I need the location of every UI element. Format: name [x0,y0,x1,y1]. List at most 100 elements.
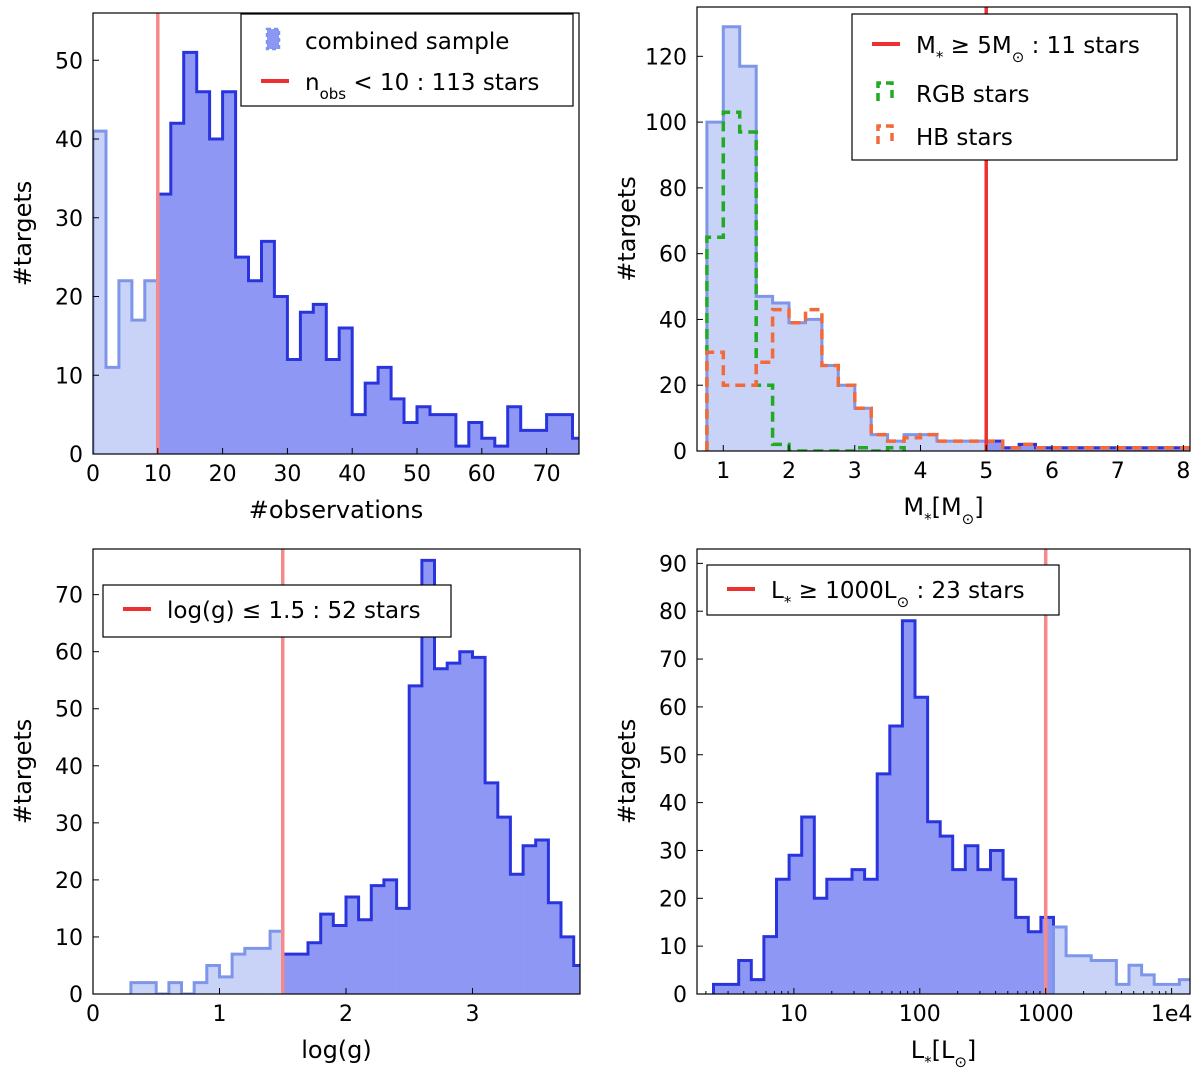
x-axis-label: log(g) [301,1036,372,1064]
legend-box [102,584,452,638]
y-tick-label: 30 [659,839,687,864]
histogram-bar [494,446,509,454]
histogram-bar [706,122,724,451]
histogram-bar [801,817,815,994]
histogram-bar [143,982,157,994]
histogram-bar [468,422,483,454]
histogram-bar [222,91,236,454]
legend-label: combined sample [305,29,509,55]
histogram-bar [821,365,839,451]
histogram-bar [1103,960,1117,994]
histogram-outline-excluded [129,929,285,994]
histogram-bar [977,869,991,994]
histogram-bar [497,817,511,994]
legend-label: nobs < 10 : 113 stars [305,70,539,103]
histogram-bar [383,879,397,994]
histogram-bar [533,430,547,454]
histogram-bar [561,936,574,994]
legend-label-part: ⊙ [897,593,910,611]
histogram-bar [396,908,410,994]
legend-label: L* ≥ 1000L⊙ : 23 stars [771,578,1025,611]
histogram-bar [346,897,359,994]
histogram-bar [257,948,271,994]
x-axis-label-part: * [924,510,932,528]
histogram-bar [772,303,790,451]
histogram-bar [300,312,314,454]
axes-frame [696,548,1191,995]
histogram-bar [723,26,741,451]
histogram-bar [877,773,891,994]
histogram-bar [287,359,301,454]
histogram-bar [157,194,172,454]
y-tick-label: 80 [659,177,687,202]
histogram-bar [421,560,435,994]
x-tick-label: 3 [465,1002,479,1027]
legend-label-part: ≥ 5M [943,33,1011,59]
x-tick-label: 4 [913,459,927,484]
histogram-bar [352,414,366,454]
legend-handle-rgb [876,81,894,101]
plot-area [705,7,1190,451]
y-tick-label: 70 [55,584,83,609]
panel-logg-histogram: 0 1 2 3010203040506070#targetslog(g)log(g) … [9,548,599,1064]
histogram-bar [339,328,353,454]
plot-area [712,549,1200,994]
histogram-bar [442,414,457,454]
histogram-bar [232,954,246,994]
histogram-bar [1150,447,1168,451]
histogram-bar [1015,917,1029,994]
histogram-bar [183,52,198,454]
histogram-bar [990,850,1004,994]
histogram-bar [586,977,599,994]
plot-area [93,13,579,454]
legend-label-part: * [936,48,944,66]
histogram-bar [902,620,916,994]
histogram-bar [417,406,431,454]
legend-box [706,564,1060,616]
histogram-bar [168,982,182,994]
y-tick-label: 20 [659,887,687,912]
legend-label: M* ≥ 5M⊙ : 11 stars [916,33,1140,66]
x-tick-label: 1 [716,459,730,484]
x-tick-label: 8 [1176,459,1190,484]
histogram-bar [969,441,987,451]
histogram-outline-excluded [93,129,160,454]
histogram-bar [889,726,903,994]
histogram-bar [751,979,765,994]
x-axis-label-part: ] [974,493,983,521]
x-tick-label: 10 [780,1002,808,1027]
histogram-bar [1116,984,1130,994]
y-tick-label: 60 [659,243,687,268]
histogram-bar [248,280,262,454]
y-tick-label: 60 [659,696,687,721]
histogram-bar [1154,984,1168,994]
histogram-bar [953,441,971,451]
histogram-outline-excluded [1052,925,1190,994]
x-tick-label: 70 [533,462,561,487]
histogram-bar [1053,927,1067,994]
panel-observations-histogram: 0 10 20 30 40 50 60 70 0 10 20 30 40 50 #targets #obser… [9,12,580,524]
legend-label: RGB stars [916,82,1029,108]
x-tick-label: 60 [468,462,496,487]
x-tick-label: 1e4 [1151,1002,1193,1027]
y-tick-label: 100 [645,111,687,136]
y-axis-label: #targets [9,181,37,287]
histogram-bar [313,304,327,454]
x-tick-label: 50 [403,462,431,487]
histogram-bar [409,685,423,994]
y-axis-label: #targets [9,719,37,825]
x-axis-label-part: L [911,1036,925,1064]
y-tick-label: 90 [659,552,687,577]
histogram-bar [871,434,888,451]
histogram-bar [915,697,928,994]
axes-frame [92,548,581,995]
y-tick-label: 50 [659,744,687,769]
histogram-bar [1091,960,1105,994]
x-axis-label-part: * [924,1053,932,1071]
histogram-bar [535,840,549,994]
histogram-bar [1192,984,1200,994]
histogram-bar [507,406,522,454]
histogram-bar [170,123,185,454]
legend-label-part: * [784,593,792,611]
y-tick-label: 20 [659,374,687,399]
